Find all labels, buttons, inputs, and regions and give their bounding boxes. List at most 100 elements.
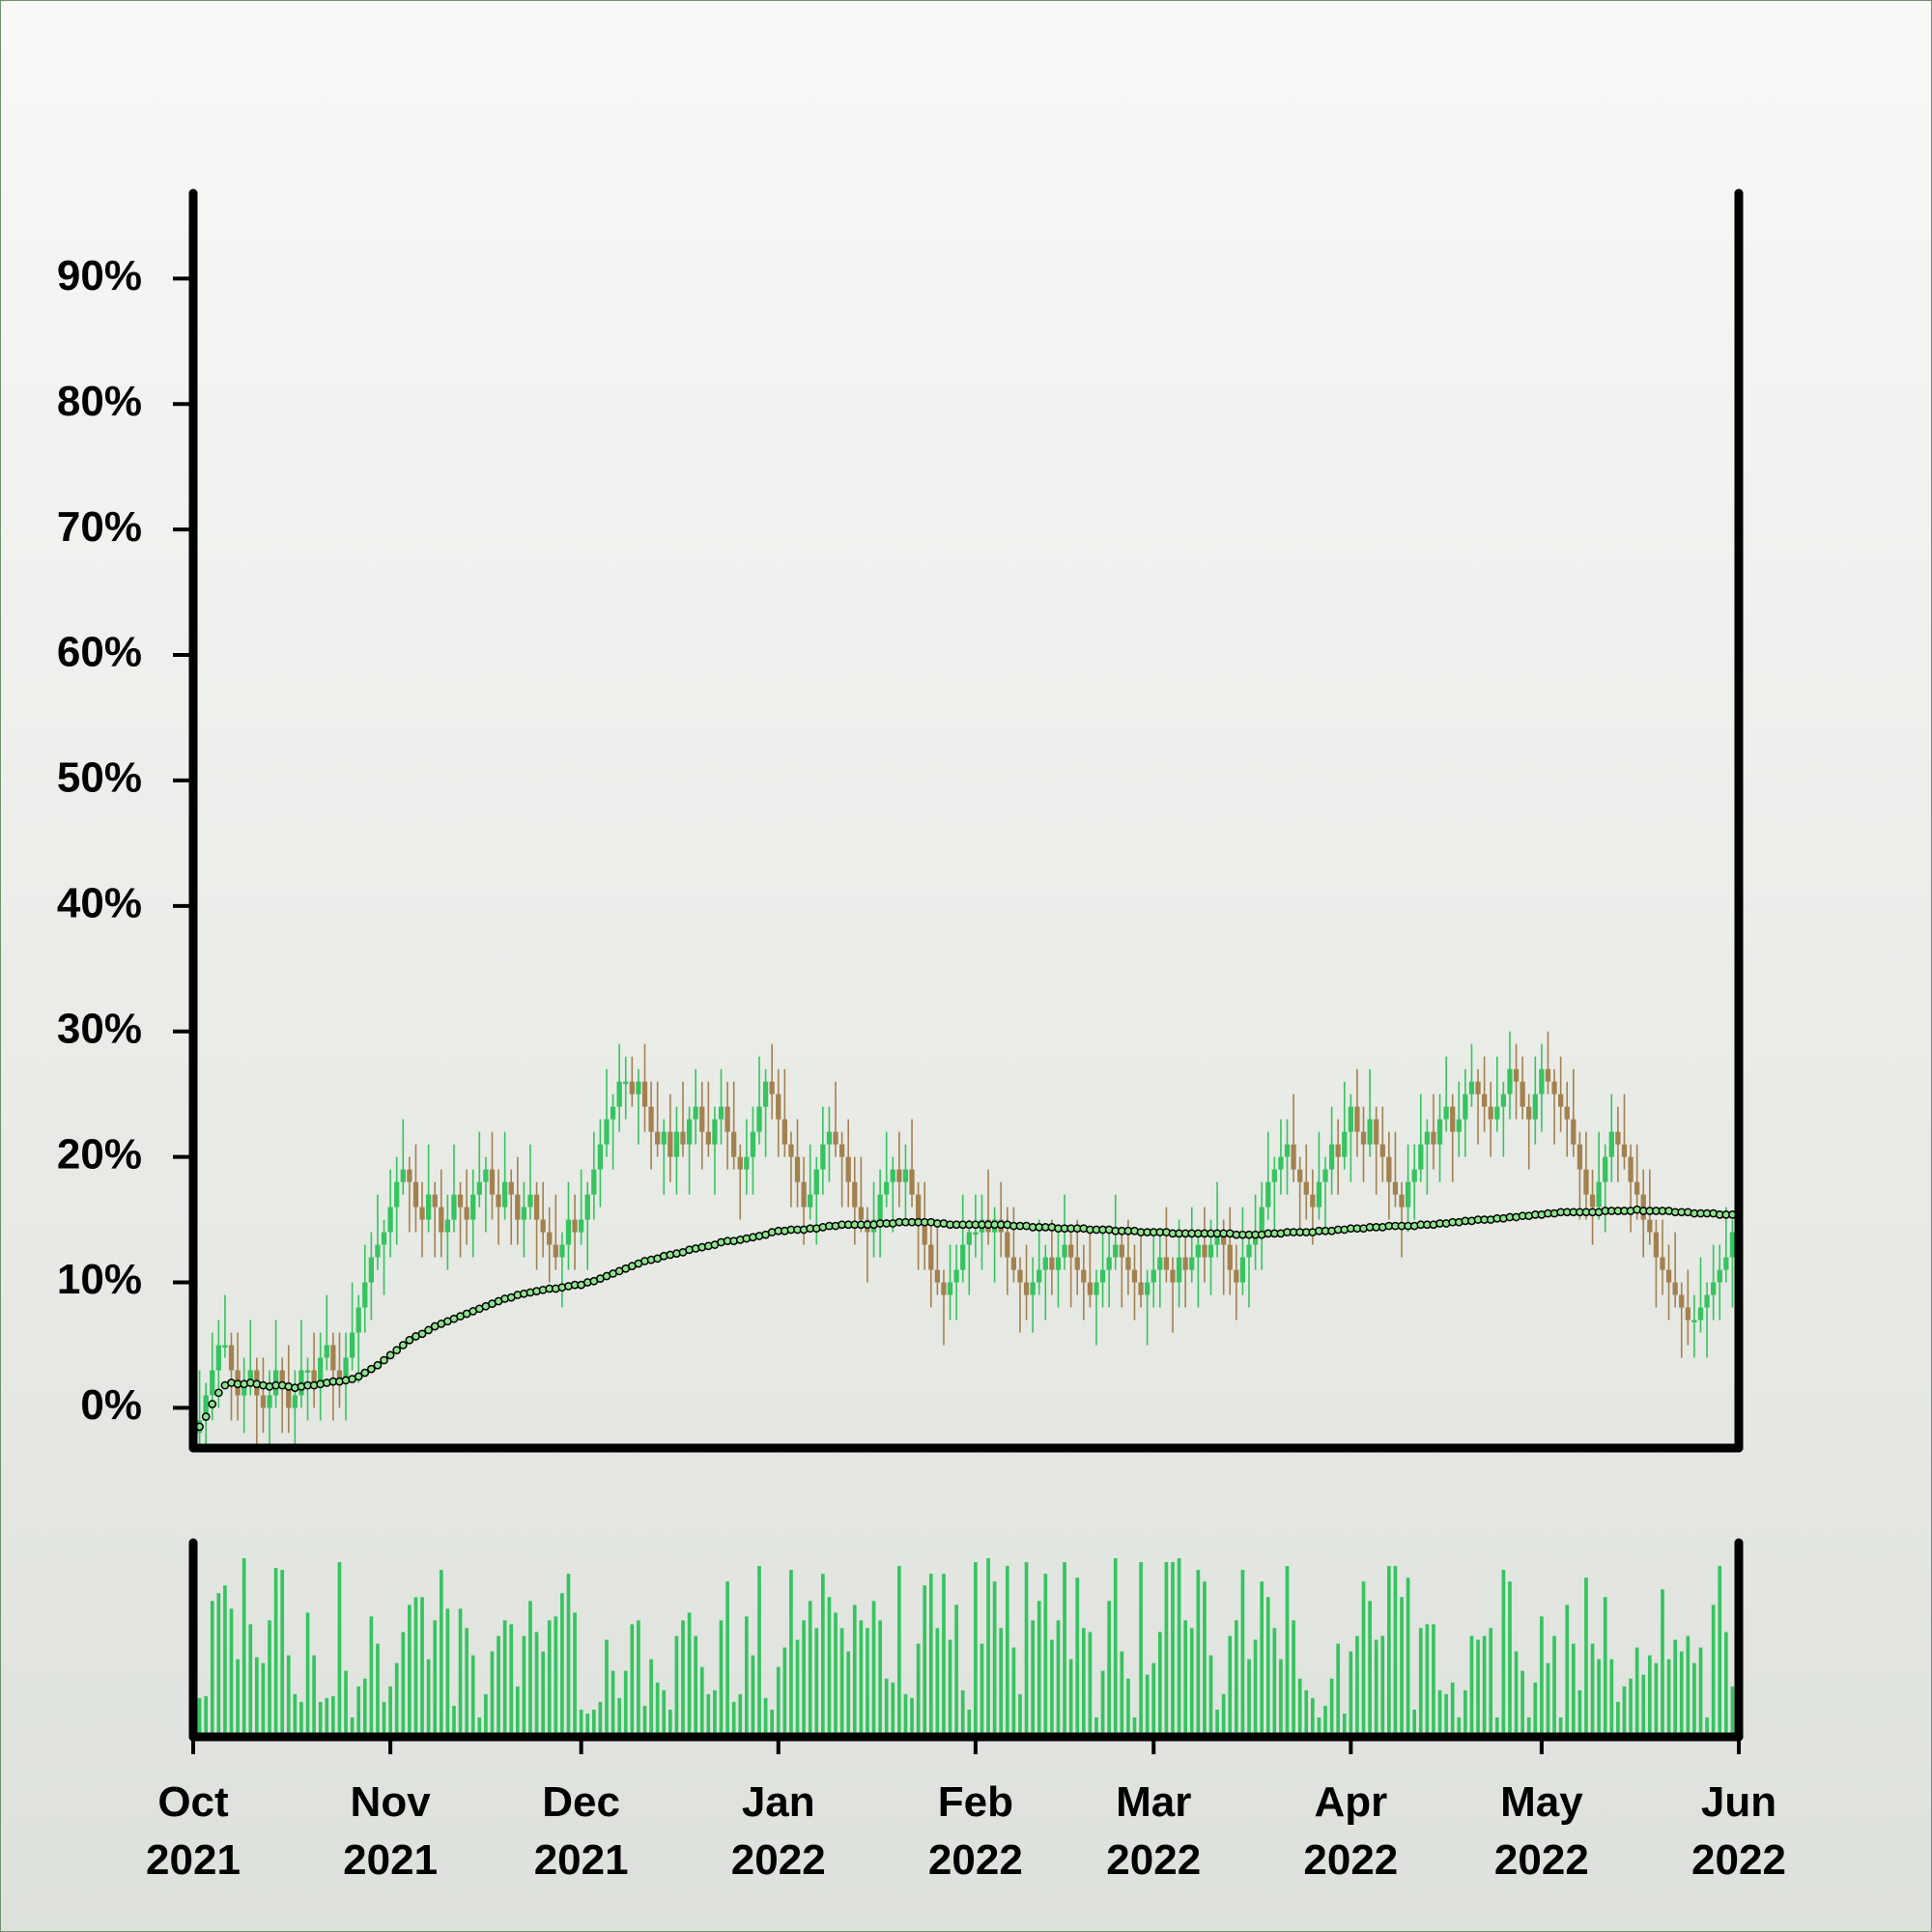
volume-bar [1501,1570,1506,1737]
volume-bar [1297,1678,1302,1737]
volume-bar [1260,1581,1264,1737]
x-tick-label: May 2022 [1493,1778,1589,1884]
candle-body [215,1345,221,1371]
volume-bar [776,1666,781,1737]
volume-bar [770,1709,775,1737]
candle-body [470,1194,476,1220]
candle-body [1081,1269,1087,1283]
volume-bar [1145,1674,1150,1737]
candle-body [260,1395,267,1408]
volume-bar [439,1570,443,1737]
candle-body [444,1219,451,1233]
y-tick-label: 90% [57,252,142,299]
volume-bar [795,1639,800,1737]
volume-bar [408,1605,412,1737]
candle-body [686,1119,693,1145]
candle-body [439,1207,444,1233]
volume-bar [382,1701,386,1737]
volume-bar [1157,1632,1162,1737]
candle-body [1316,1181,1322,1208]
candle-body [1551,1081,1557,1094]
candle-body [896,1169,902,1182]
candle-body [1055,1257,1062,1270]
volume-bar [706,1693,711,1737]
volume-bar [1336,1643,1341,1737]
volume-bar [560,1593,564,1737]
candle-body [838,1144,845,1157]
volume-bar [751,1655,755,1737]
y-tick-label: 40% [57,879,142,926]
candle-body [1665,1269,1672,1283]
volume-bar [1412,1709,1417,1737]
candle-body [1239,1257,1246,1283]
volume-bar [1037,1601,1041,1737]
candle-body [1660,1257,1665,1270]
volume-bar [376,1643,380,1737]
volume-bar [821,1574,825,1737]
candle-body [464,1207,469,1220]
volume-bar [528,1601,532,1737]
candle-body [1615,1131,1621,1145]
volume-bar [497,1635,500,1737]
volume-bar [299,1701,303,1737]
volume-bar [1100,1670,1105,1737]
volume-bar [1476,1639,1480,1737]
candle-body [693,1106,698,1120]
volume-bar [350,1717,355,1737]
candle-body [858,1207,864,1220]
candle-body [909,1169,915,1195]
candle-body [311,1370,317,1383]
volume-bar [1056,1620,1061,1737]
volume-bar [1311,1697,1315,1737]
candle-body [1246,1244,1252,1258]
volume-bar [344,1670,348,1737]
candle-body [407,1169,412,1182]
volume-bar [1692,1662,1696,1737]
candle-body [1571,1119,1577,1145]
volume-bar [426,1659,431,1737]
volume-bar [1279,1659,1283,1737]
volume-bar [579,1709,583,1737]
volume-bar [598,1701,603,1737]
volume-bar [866,1628,869,1737]
y-tick-label: 70% [57,503,142,551]
candle-body [623,1081,629,1085]
volume-bar [470,1655,475,1737]
candle-body [966,1232,972,1245]
volume-bar [1463,1690,1467,1737]
volume-bar [223,1585,227,1737]
volume-bar [935,1628,940,1737]
candle-body [973,1232,979,1236]
candle-body [1596,1181,1602,1208]
candle-body [820,1144,826,1170]
candle-body [1526,1106,1532,1120]
candle-body [1303,1181,1309,1195]
candle-body [1017,1269,1023,1283]
candle-body [432,1194,438,1208]
volume-bar [954,1605,958,1737]
candle-body [884,1181,890,1195]
volume-bar [1577,1690,1582,1737]
candle-body [1520,1081,1525,1107]
candle-body [604,1119,610,1145]
volume-bar [502,1620,507,1737]
candle-body [1221,1232,1227,1245]
candle-body [712,1119,718,1145]
candle-body [597,1144,604,1170]
volume-bar [1494,1717,1499,1737]
candle-body [1176,1257,1182,1283]
volume-bar [337,1562,342,1737]
candle-body [496,1194,501,1208]
candle-body [1608,1131,1614,1157]
volume-bar [1400,1597,1404,1737]
volume-bar [1508,1581,1512,1737]
candle-body [801,1181,807,1208]
candle-body [330,1345,336,1371]
y-tick-label: 60% [57,629,142,676]
candle-body [794,1156,801,1182]
volume-bar [369,1616,374,1737]
volume-bar [834,1612,838,1737]
candle-body [756,1106,762,1132]
candle-body [394,1181,400,1208]
